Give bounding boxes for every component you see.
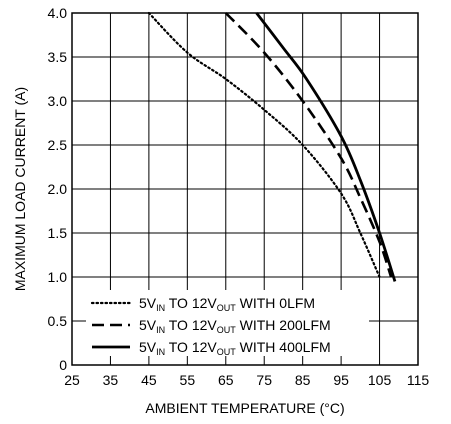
- series-line-dotted: [147, 11, 381, 279]
- x-tick-label: 75: [256, 372, 272, 388]
- legend-background: [86, 290, 369, 356]
- y-axis-label: MAXIMUM LOAD CURRENT (A): [12, 87, 28, 291]
- x-tick-label: 45: [141, 372, 157, 388]
- x-tick-label: 105: [368, 372, 392, 388]
- y-tick-label: 0: [59, 357, 67, 373]
- legend-subscript: OUT: [217, 347, 237, 357]
- series-line-solid: [255, 12, 397, 282]
- legend-text-part: TO 12V: [165, 317, 217, 333]
- plot-frame: [71, 12, 419, 366]
- x-tick-label: 85: [295, 372, 311, 388]
- legend-text-part: WITH 400LFM: [236, 339, 331, 355]
- y-tick-label: 2.0: [48, 181, 68, 197]
- x-tick-label: 115: [407, 372, 430, 388]
- x-tick-label: 95: [333, 372, 349, 388]
- y-tick-label: 4.0: [48, 5, 68, 21]
- legend-text-part: 5V: [139, 339, 157, 355]
- x-tick-label: 25: [64, 372, 80, 388]
- legend-entry-solid: 5VIN TO 12VOUT WITH 400LFM: [139, 339, 331, 357]
- legend-subscript: OUT: [217, 325, 237, 335]
- series-line-dashed: [224, 12, 393, 278]
- legend-text-part: TO 12V: [165, 295, 217, 311]
- legend-subscript: IN: [156, 325, 165, 335]
- y-tick-label: 2.5: [48, 137, 68, 153]
- legend-text-part: WITH 0LFM: [236, 295, 315, 311]
- y-tick-label: 3.0: [48, 93, 68, 109]
- y-tick-label: 1.5: [48, 225, 68, 241]
- legend-entry-dashed: 5VIN TO 12VOUT WITH 200LFM: [139, 317, 331, 335]
- y-tick-label: 0.5: [48, 313, 68, 329]
- legend-subscript: IN: [156, 303, 165, 313]
- legend-entry-dotted: 5VIN TO 12VOUT WITH 0LFM: [139, 295, 315, 313]
- legend-text-part: WITH 200LFM: [236, 317, 331, 333]
- y-tick-label: 1.0: [48, 269, 68, 285]
- x-tick-label: 65: [218, 372, 234, 388]
- x-axis-label: AMBIENT TEMPERATURE (°C): [145, 400, 344, 416]
- y-tick-label: 3.5: [48, 49, 68, 65]
- tick-labels: 25 35 45 55 65 75 85 95 105 115 0 0.5 1.0 1.5 2.0 2.5 3.…: [48, 5, 430, 388]
- legend-subscript: OUT: [217, 303, 237, 313]
- legend-text-part: TO 12V: [165, 339, 217, 355]
- x-tick-label: 35: [103, 372, 119, 388]
- x-tick-label: 55: [180, 372, 196, 388]
- curves: [147, 11, 397, 282]
- legend-text-part: 5V: [139, 317, 157, 333]
- legend-text-part: 5V: [139, 295, 157, 311]
- legend-subscript: IN: [156, 347, 165, 357]
